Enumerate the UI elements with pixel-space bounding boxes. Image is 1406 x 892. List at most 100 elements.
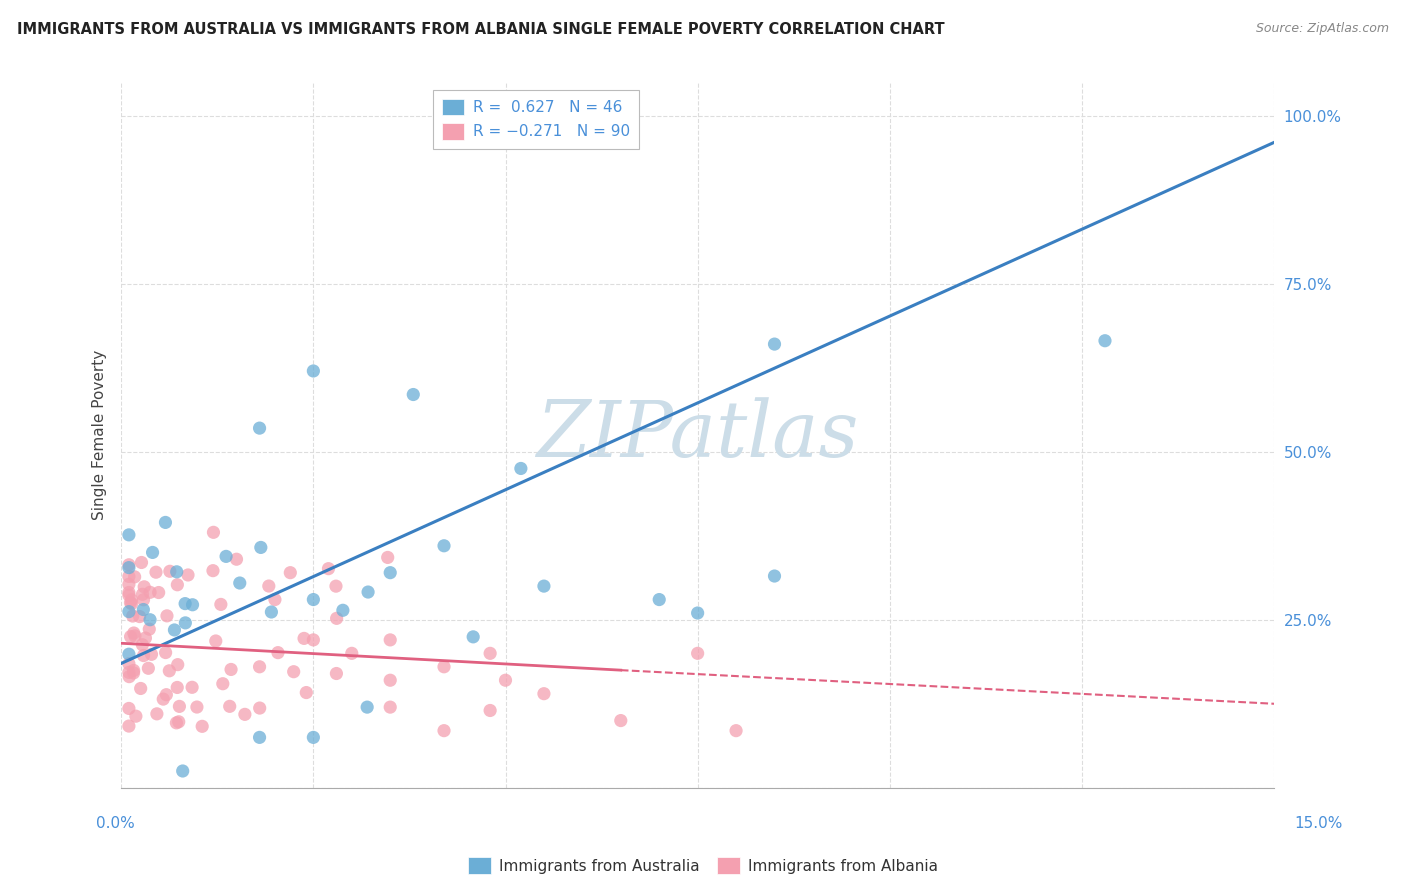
Point bbox=[121, 609, 143, 624]
Point bbox=[166, 565, 188, 579]
Point bbox=[134, 580, 156, 594]
Point bbox=[325, 579, 347, 593]
Point bbox=[138, 661, 160, 675]
Point bbox=[131, 638, 153, 652]
Point bbox=[118, 657, 141, 671]
Point bbox=[215, 549, 238, 564]
Point bbox=[302, 731, 325, 745]
Point bbox=[155, 646, 177, 660]
Legend: Immigrants from Australia, Immigrants from Albania: Immigrants from Australia, Immigrants fr… bbox=[461, 851, 945, 880]
Point bbox=[325, 611, 347, 625]
Point bbox=[152, 692, 174, 706]
Point bbox=[533, 687, 555, 701]
Point bbox=[121, 597, 143, 611]
Point bbox=[249, 421, 271, 435]
Point bbox=[250, 541, 273, 555]
Point bbox=[225, 552, 247, 566]
Point bbox=[169, 699, 191, 714]
Point bbox=[302, 364, 325, 378]
Point bbox=[166, 578, 188, 592]
Point bbox=[132, 592, 155, 607]
Point bbox=[202, 525, 225, 540]
Point bbox=[165, 715, 187, 730]
Point bbox=[380, 632, 402, 647]
Point bbox=[139, 585, 162, 599]
Point bbox=[145, 565, 167, 579]
Point bbox=[122, 665, 145, 680]
Text: ZIPatlas: ZIPatlas bbox=[537, 397, 859, 473]
Point bbox=[166, 681, 188, 695]
Point bbox=[118, 560, 141, 574]
Point bbox=[533, 579, 555, 593]
Point bbox=[118, 569, 141, 583]
Point bbox=[357, 585, 380, 599]
Point bbox=[377, 550, 399, 565]
Point bbox=[118, 577, 141, 591]
Point bbox=[166, 657, 188, 672]
Point bbox=[138, 622, 160, 636]
Point bbox=[163, 623, 186, 637]
Point bbox=[155, 516, 177, 530]
Point bbox=[249, 660, 271, 674]
Point bbox=[118, 665, 141, 680]
Point bbox=[120, 596, 142, 610]
Point bbox=[686, 606, 709, 620]
Y-axis label: Single Female Poverty: Single Female Poverty bbox=[93, 350, 107, 520]
Point bbox=[725, 723, 748, 738]
Point bbox=[463, 630, 485, 644]
Point bbox=[1094, 334, 1116, 348]
Point bbox=[122, 664, 145, 678]
Point bbox=[118, 719, 141, 733]
Point bbox=[763, 569, 786, 583]
Point bbox=[302, 592, 325, 607]
Point bbox=[380, 700, 402, 714]
Point bbox=[131, 587, 153, 601]
Point bbox=[118, 647, 141, 661]
Point bbox=[495, 673, 517, 688]
Point bbox=[191, 719, 214, 733]
Point bbox=[295, 685, 318, 699]
Point bbox=[129, 681, 152, 696]
Point bbox=[118, 588, 141, 602]
Point bbox=[128, 609, 150, 624]
Point bbox=[209, 598, 232, 612]
Point bbox=[174, 597, 197, 611]
Point bbox=[118, 670, 141, 684]
Point bbox=[118, 701, 141, 715]
Point bbox=[124, 570, 146, 584]
Point bbox=[118, 605, 141, 619]
Point bbox=[283, 665, 305, 679]
Point bbox=[118, 528, 141, 542]
Point bbox=[148, 585, 170, 599]
Point bbox=[402, 387, 425, 401]
Point bbox=[118, 558, 141, 572]
Point bbox=[257, 579, 280, 593]
Point bbox=[249, 731, 271, 745]
Point bbox=[325, 666, 347, 681]
Point bbox=[318, 562, 340, 576]
Point bbox=[174, 615, 197, 630]
Point bbox=[141, 648, 163, 662]
Point bbox=[433, 723, 456, 738]
Point bbox=[218, 699, 240, 714]
Point bbox=[142, 545, 165, 559]
Point bbox=[118, 585, 141, 599]
Point bbox=[479, 646, 502, 660]
Point bbox=[260, 605, 283, 619]
Point bbox=[380, 566, 402, 580]
Point bbox=[302, 632, 325, 647]
Point bbox=[201, 564, 224, 578]
Legend: R =  0.627   N = 46, R = −0.271   N = 90: R = 0.627 N = 46, R = −0.271 N = 90 bbox=[433, 89, 640, 149]
Point bbox=[332, 603, 354, 617]
Point bbox=[211, 677, 233, 691]
Point bbox=[159, 564, 181, 578]
Point bbox=[134, 631, 156, 645]
Point bbox=[686, 646, 709, 660]
Point bbox=[356, 700, 378, 714]
Point bbox=[124, 629, 146, 643]
Point bbox=[249, 701, 271, 715]
Text: Source: ZipAtlas.com: Source: ZipAtlas.com bbox=[1256, 22, 1389, 36]
Point bbox=[292, 632, 315, 646]
Point bbox=[181, 598, 204, 612]
Point bbox=[380, 673, 402, 688]
